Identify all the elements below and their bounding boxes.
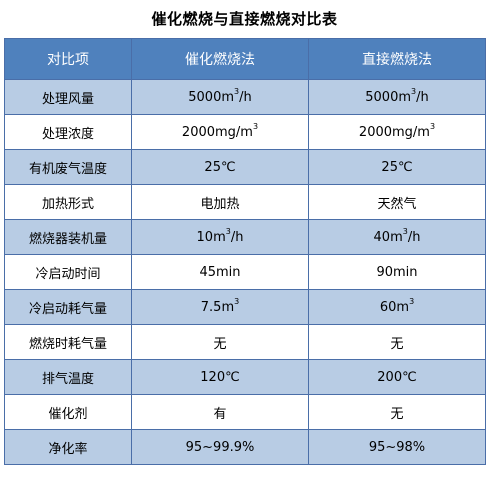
value-tail: /h bbox=[239, 89, 252, 105]
row-item-label: 催化剂 bbox=[4, 394, 132, 430]
row-item-label: 净化率 bbox=[4, 429, 132, 465]
table-row: 冷启动耗气量 7.5m3 60m3 bbox=[4, 289, 486, 325]
header-direct: 直接燃烧法 bbox=[308, 38, 486, 80]
value-text: 25℃ bbox=[204, 159, 236, 175]
value-superscript: 3 bbox=[402, 227, 408, 237]
row-catalytic-value: 电加热 bbox=[131, 184, 309, 220]
value-text: 45min bbox=[199, 264, 241, 280]
header-item: 对比项 bbox=[4, 38, 132, 80]
row-catalytic-value: 120℃ bbox=[131, 359, 309, 395]
value-text: 天然气 bbox=[377, 196, 417, 212]
row-catalytic-value: 5000m3/h bbox=[131, 79, 309, 115]
row-item-label: 处理风量 bbox=[4, 79, 132, 115]
value-tail: /h bbox=[416, 89, 429, 105]
table-row: 燃烧器装机量 10m3/h 40m3/h bbox=[4, 219, 486, 255]
table-title: 催化燃烧与直接燃烧对比表 bbox=[151, 10, 338, 28]
row-item-label: 有机废气温度 bbox=[4, 149, 132, 185]
value-text: 90min bbox=[376, 264, 418, 280]
value-superscript: 3 bbox=[429, 122, 436, 132]
table-body: 处理风量 5000m3/h 5000m3/h 处理浓度 2000mg/m3 2000mg/… bbox=[4, 79, 486, 465]
row-catalytic-value: 2000mg/m3 bbox=[131, 114, 309, 150]
table-row: 排气温度 120℃ 200℃ bbox=[4, 359, 486, 395]
row-catalytic-value: 45min bbox=[131, 254, 309, 290]
row-item-label: 冷启动耗气量 bbox=[4, 289, 132, 325]
value-text: 2000mg/m bbox=[358, 124, 430, 140]
value-superscript: 3 bbox=[225, 227, 231, 237]
row-item-label: 处理浓度 bbox=[4, 114, 132, 150]
table-row: 燃烧时耗气量 无 无 bbox=[4, 324, 486, 360]
table-row: 处理风量 5000m3/h 5000m3/h bbox=[4, 79, 486, 115]
row-item-label: 加热形式 bbox=[4, 184, 132, 220]
row-catalytic-value: 95~99.9% bbox=[131, 429, 309, 465]
table-row: 有机废气温度 25℃ 25℃ bbox=[4, 149, 486, 185]
value-text: 40m bbox=[373, 229, 403, 245]
value-superscript: 3 bbox=[234, 297, 240, 307]
table-row: 催化剂 有 无 bbox=[4, 394, 486, 430]
row-direct-value: 25℃ bbox=[308, 149, 486, 185]
row-direct-value: 无 bbox=[308, 394, 486, 430]
row-catalytic-value: 7.5m3 bbox=[131, 289, 309, 325]
row-direct-value: 无 bbox=[308, 324, 486, 360]
row-direct-value: 60m3 bbox=[308, 289, 486, 325]
value-text: 7.5m bbox=[200, 299, 235, 315]
value-superscript: 3 bbox=[409, 297, 415, 307]
value-tail: /h bbox=[407, 229, 421, 245]
value-text: 10m bbox=[196, 229, 226, 245]
value-text: 5000m bbox=[365, 89, 412, 105]
row-direct-value: 40m3/h bbox=[308, 219, 486, 255]
value-text: 2000mg/m bbox=[181, 124, 253, 140]
comparison-table: 对比项 催化燃烧法 直接燃烧法 处理风量 5000m3/h 5000m3/h 处理浓度… bbox=[4, 38, 486, 465]
value-superscript: 3 bbox=[234, 87, 240, 97]
value-text: 120℃ bbox=[200, 369, 240, 385]
row-direct-value: 200℃ bbox=[308, 359, 486, 395]
row-item-label: 燃烧器装机量 bbox=[4, 219, 132, 255]
value-text: 25℃ bbox=[381, 159, 413, 175]
value-text: 95~98% bbox=[368, 439, 426, 455]
value-tail: /h bbox=[230, 229, 244, 245]
row-item-label: 燃烧时耗气量 bbox=[4, 324, 132, 360]
value-text: 无 bbox=[390, 406, 404, 422]
value-text: 电加热 bbox=[200, 196, 240, 212]
row-direct-value: 2000mg/m3 bbox=[308, 114, 486, 150]
value-text: 无 bbox=[390, 336, 404, 352]
table-row: 处理浓度 2000mg/m3 2000mg/m3 bbox=[4, 114, 486, 150]
row-direct-value: 95~98% bbox=[308, 429, 486, 465]
row-direct-value: 天然气 bbox=[308, 184, 486, 220]
row-catalytic-value: 10m3/h bbox=[131, 219, 309, 255]
row-direct-value: 90min bbox=[308, 254, 486, 290]
row-catalytic-value: 25℃ bbox=[131, 149, 309, 185]
row-item-label: 冷启动时间 bbox=[4, 254, 132, 290]
header-catalytic: 催化燃烧法 bbox=[131, 38, 309, 80]
row-direct-value: 5000m3/h bbox=[308, 79, 486, 115]
value-text: 200℃ bbox=[377, 369, 417, 385]
value-superscript: 3 bbox=[252, 122, 259, 132]
row-catalytic-value: 有 bbox=[131, 394, 309, 430]
value-text: 有 bbox=[213, 406, 227, 422]
row-item-label: 排气温度 bbox=[4, 359, 132, 395]
table-row: 冷启动时间 45min 90min bbox=[4, 254, 486, 290]
value-text: 95~99.9% bbox=[185, 439, 255, 455]
header-row: 对比项 催化燃烧法 直接燃烧法 bbox=[4, 38, 486, 80]
table-row: 加热形式 电加热 天然气 bbox=[4, 184, 486, 220]
table-row: 净化率 95~99.9% 95~98% bbox=[4, 429, 486, 465]
row-catalytic-value: 无 bbox=[131, 324, 309, 360]
value-text: 无 bbox=[213, 336, 227, 352]
value-text: 60m bbox=[379, 299, 410, 315]
value-text: 5000m bbox=[188, 89, 235, 105]
value-superscript: 3 bbox=[411, 87, 417, 97]
